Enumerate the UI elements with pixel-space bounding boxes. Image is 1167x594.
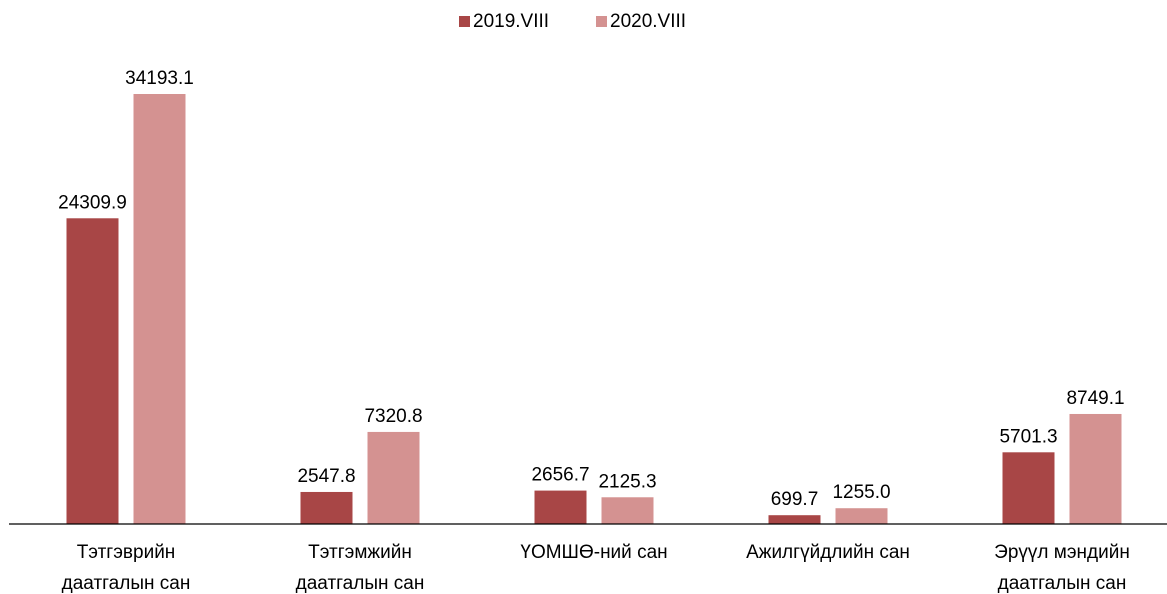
data-label: 8749.1 (1066, 388, 1124, 409)
bar (1002, 452, 1055, 524)
data-label: 24309.9 (58, 192, 127, 213)
x-tick-label: Тэтгэврийн даатгалын сан (61, 542, 191, 594)
bar (1069, 413, 1122, 524)
data-label: 7320.8 (364, 406, 422, 427)
bar (601, 497, 654, 524)
data-label: 2547.8 (297, 466, 355, 487)
bar (300, 491, 353, 524)
bar (835, 508, 888, 524)
legend-swatch (596, 16, 607, 27)
legend-label: 2020.VIII (610, 11, 686, 32)
data-label: 34193.1 (125, 68, 194, 89)
legend-swatch (459, 16, 470, 27)
x-tick-label: Тэтгэмжийн даатгалын сан (295, 542, 425, 594)
data-label: 5701.3 (999, 426, 1057, 447)
data-label: 1255.0 (832, 482, 890, 503)
x-tick-label: Эрүүл мэндийн даатгалын сан (994, 542, 1130, 594)
x-tick-label: Ажилгүйдлийн сан (746, 542, 910, 563)
bar (768, 515, 821, 524)
data-label: 2125.3 (598, 471, 656, 492)
bar (534, 490, 587, 524)
data-label: 2656.7 (531, 465, 589, 486)
bar (66, 218, 119, 524)
data-label: 699.7 (771, 489, 819, 510)
legend-label: 2019.VIII (473, 11, 549, 32)
x-tick-label: ҮОМШӨ-ний сан (520, 542, 668, 563)
bar (367, 431, 420, 524)
bar (133, 94, 186, 524)
